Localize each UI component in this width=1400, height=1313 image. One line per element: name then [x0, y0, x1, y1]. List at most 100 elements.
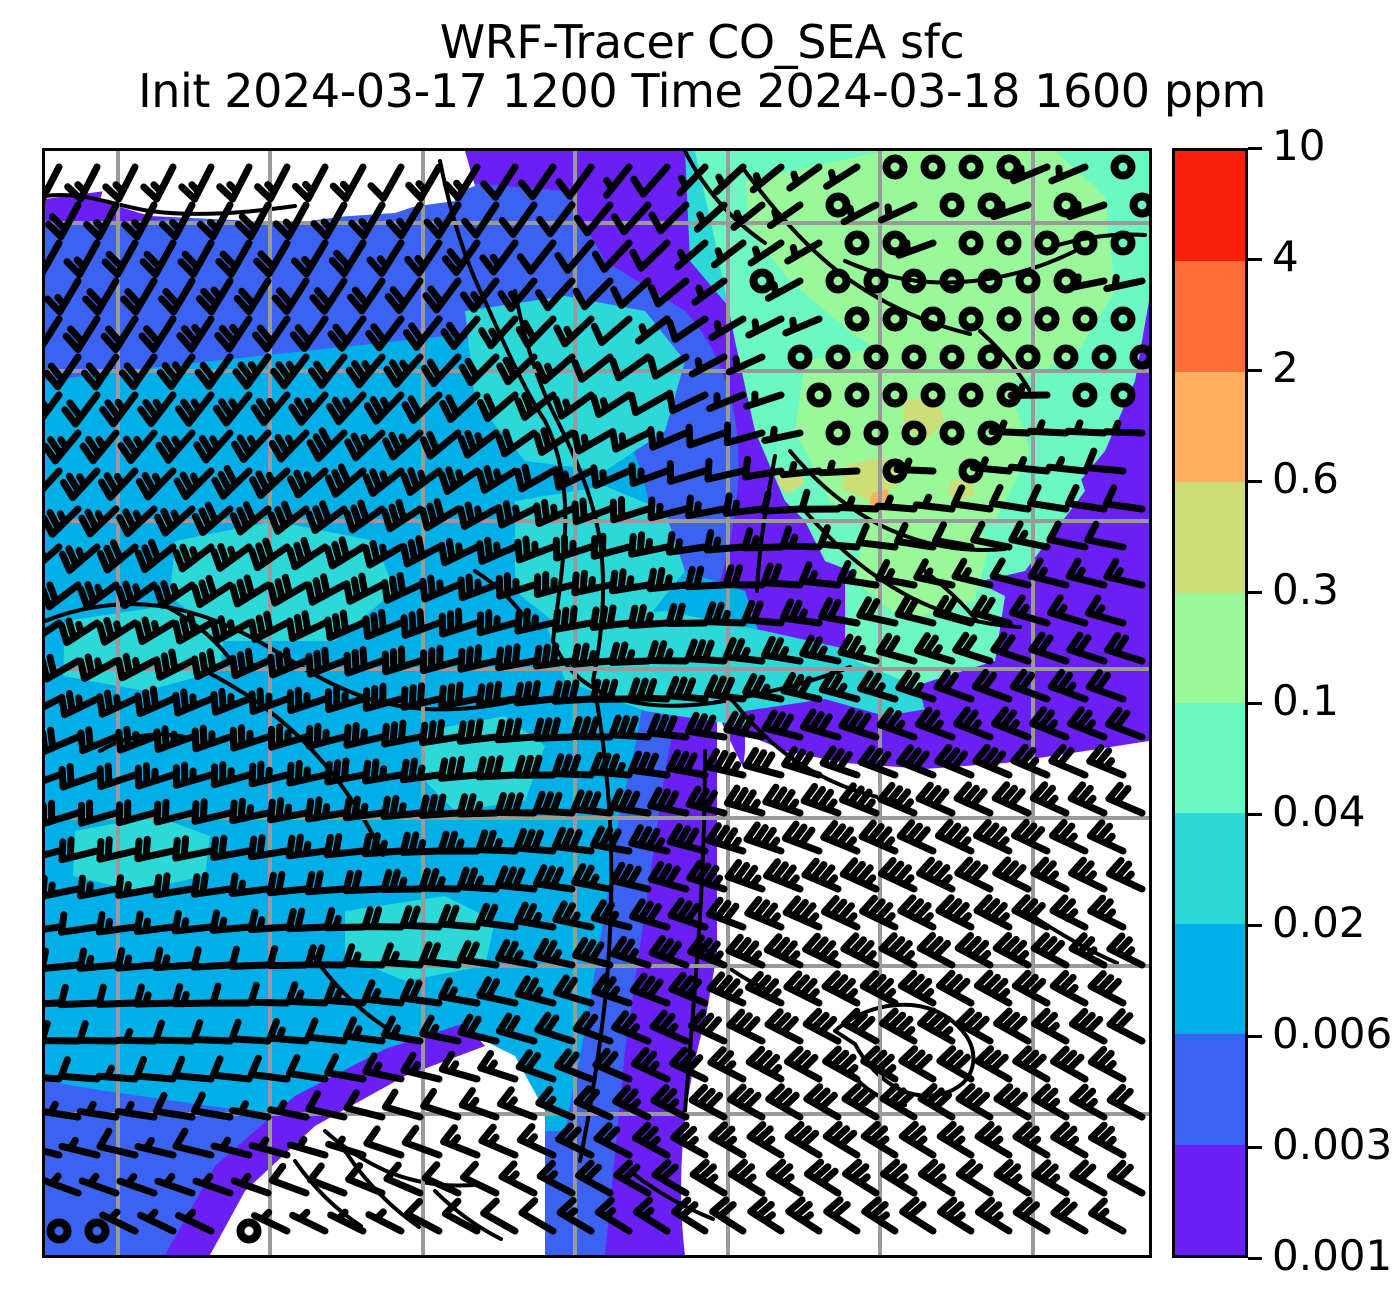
wind-barb: [365, 315, 405, 352]
wind-barb: [1088, 1121, 1127, 1159]
wind-barb: [173, 467, 215, 500]
wind-barb: [420, 1087, 462, 1121]
wind-barb: [611, 1010, 652, 1045]
wind-barb: [45, 429, 82, 465]
wind-barb: [45, 999, 63, 1008]
wind-barb: [460, 277, 500, 313]
wind-barb: [96, 617, 139, 646]
wind-barb: [532, 864, 576, 893]
wind-barb: [703, 529, 747, 554]
wind-barb: [95, 983, 139, 1008]
wind-barb: [686, 859, 728, 893]
wind-barb: [172, 1127, 215, 1159]
wind-barb-calm: [977, 420, 1003, 446]
wind-barb: [133, 1056, 177, 1083]
wind-barb: [210, 834, 253, 861]
wind-barb: [248, 1136, 291, 1159]
colorbar-tick-mark: [1248, 701, 1262, 705]
wind-barb: [573, 201, 614, 237]
wind-barb: [343, 499, 386, 534]
wind-barb: [879, 1158, 918, 1197]
wind-barb-calm: [46, 1218, 72, 1244]
wind-barb: [81, 353, 120, 391]
wind-barb: [779, 525, 823, 551]
wind-barb: [875, 559, 918, 589]
wind-barb: [381, 719, 424, 748]
wind-barb: [95, 910, 139, 936]
wind-barb: [632, 1196, 671, 1235]
wind-barb: [782, 895, 823, 931]
wind-barb: [514, 535, 557, 564]
wind-barb: [1069, 1083, 1108, 1121]
wind-barb: [898, 1045, 937, 1083]
wind-barb: [1027, 557, 1070, 589]
wind-barb: [343, 572, 386, 605]
wind-barb: [456, 940, 500, 969]
wind-barb: [860, 1045, 899, 1083]
wind-barb: [76, 1020, 120, 1045]
wind-barb-calm: [825, 192, 851, 218]
wind-barb: [267, 500, 310, 535]
wind-barb: [1011, 894, 1051, 931]
wind-barb: [114, 947, 158, 972]
wind-barb: [779, 461, 823, 479]
wind-barb: [193, 429, 234, 464]
wind-barb: [342, 795, 386, 822]
wind-barb: [991, 781, 1032, 817]
wind-barb: [45, 874, 82, 900]
wind-barb: [590, 315, 633, 346]
wind-barb: [324, 757, 367, 786]
wind-barb: [914, 706, 956, 741]
wind-barb: [974, 1121, 1013, 1159]
wind-barb: [799, 634, 842, 665]
wind-barb: [1029, 706, 1070, 741]
wind-barb-calm: [1110, 306, 1136, 332]
wind-barb: [898, 1120, 937, 1159]
wind-barb-calm: [901, 268, 927, 294]
wind-barb: [552, 534, 595, 562]
colorbar-tick-mark: [1248, 812, 1262, 816]
wind-barb: [400, 535, 443, 568]
wind-barb: [629, 972, 671, 1007]
wind-barb: [134, 685, 177, 718]
colorbar[interactable]: [1172, 148, 1248, 1258]
wind-barb: [367, 163, 405, 202]
wind-barb: [952, 706, 994, 741]
wind-barb: [630, 1047, 671, 1083]
wind-barb: [45, 163, 63, 202]
wind-barb-calm: [1110, 382, 1136, 408]
wind-barb: [171, 910, 215, 935]
wind-barb: [741, 599, 785, 627]
wind-barb: [935, 894, 975, 931]
wind-barb: [648, 201, 690, 235]
wind-barb: [495, 428, 538, 458]
wind-barb: [82, 277, 120, 316]
wind-barb: [231, 429, 272, 463]
colorbar-tick-label: 10: [1272, 121, 1326, 170]
wind-barb: [1048, 163, 1089, 185]
wind-barb: [706, 971, 747, 1007]
wind-barb: [610, 935, 652, 969]
wind-barb: [553, 974, 595, 1007]
wind-barb: [723, 421, 766, 447]
wind-barb-calm: [825, 420, 851, 446]
wind-barb: [573, 1085, 614, 1121]
wind-barb: [121, 201, 158, 241]
wind-barb: [324, 609, 367, 642]
wind-barb: [251, 1208, 291, 1235]
wind-barb: [362, 540, 405, 569]
wind-barb: [723, 784, 766, 817]
wind-barb: [342, 1016, 386, 1045]
wind-barb: [609, 568, 652, 595]
wind-barb-calm: [977, 344, 1003, 370]
wind-barb: [268, 723, 310, 751]
wind-barb: [267, 797, 310, 824]
wind-barb: [879, 1083, 918, 1121]
wind-barb: [153, 798, 196, 826]
wind-barb: [441, 1197, 481, 1235]
wind-barb-calm: [939, 420, 965, 446]
wind-barb: [495, 939, 538, 969]
colorbar-tick-label: 0.001: [1272, 1231, 1393, 1280]
wind-barb: [45, 1020, 82, 1045]
wind-barb: [437, 903, 481, 931]
